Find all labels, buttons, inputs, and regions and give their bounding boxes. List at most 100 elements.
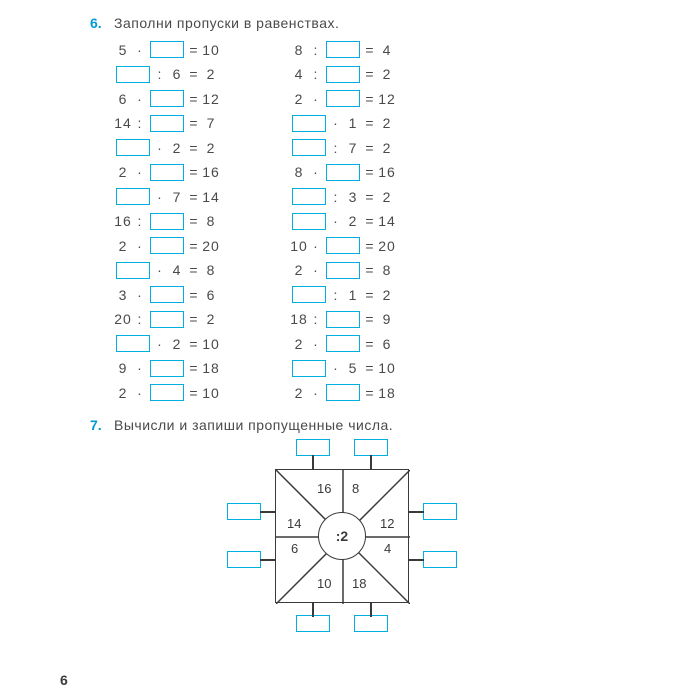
blank-box[interactable] <box>116 335 150 352</box>
blank-box[interactable] <box>326 41 360 58</box>
answer-box[interactable] <box>227 551 261 568</box>
equation-row: 6·=12 <box>114 88 220 109</box>
number: 10 <box>290 238 308 254</box>
operator: · <box>132 91 148 107</box>
number: 2 <box>290 336 308 352</box>
equals: = <box>362 385 378 401</box>
blank-box[interactable] <box>326 164 360 181</box>
blank-box[interactable] <box>292 360 326 377</box>
blank-box[interactable] <box>150 164 184 181</box>
equals: = <box>362 140 378 156</box>
number: 16 <box>114 213 132 229</box>
equals: = <box>362 164 378 180</box>
number: 12 <box>378 91 396 107</box>
operator: · <box>132 385 148 401</box>
blank-box[interactable] <box>150 360 184 377</box>
equation-row: 20:=2 <box>114 309 220 330</box>
seg-tr: 8 <box>352 481 359 496</box>
diagram-container: :2 16 8 14 12 6 4 10 18 <box>90 441 570 631</box>
answer-box[interactable] <box>296 615 330 632</box>
diagram: :2 16 8 14 12 6 4 10 18 <box>217 441 467 631</box>
connector <box>312 455 314 470</box>
number: 18 <box>290 311 308 327</box>
blank-box[interactable] <box>326 237 360 254</box>
equals: = <box>362 189 378 205</box>
operator: · <box>308 336 324 352</box>
blank-box[interactable] <box>326 262 360 279</box>
number: 8 <box>290 164 308 180</box>
number: 10 <box>202 336 220 352</box>
answer-box[interactable] <box>227 503 261 520</box>
seg-bl: 10 <box>317 576 331 591</box>
equation-row: 16:=8 <box>114 211 220 232</box>
blank-box[interactable] <box>326 311 360 328</box>
blank-box[interactable] <box>116 188 150 205</box>
equations-right: 8:=44:=22·=12·1=2:7=28·=16:3=2·2=1410·=2… <box>290 39 396 403</box>
blank-box[interactable] <box>326 384 360 401</box>
blank-box[interactable] <box>292 115 326 132</box>
connector <box>260 559 276 561</box>
number: 7 <box>168 189 186 205</box>
task7-number: 7. <box>90 417 114 433</box>
blank-box[interactable] <box>150 384 184 401</box>
equation-row: ·2=14 <box>290 211 396 232</box>
operator: : <box>328 140 344 156</box>
operator: · <box>308 385 324 401</box>
blank-box[interactable] <box>150 115 184 132</box>
number: 8 <box>378 262 396 278</box>
equation-row: ·5=10 <box>290 358 396 379</box>
equation-row: 2·=16 <box>114 162 220 183</box>
operator: · <box>308 164 324 180</box>
blank-box[interactable] <box>150 311 184 328</box>
task7-header: 7. Вычисли и запиши пропущенные числа. <box>90 417 700 433</box>
blank-box[interactable] <box>116 139 150 156</box>
equals: = <box>362 66 378 82</box>
blank-box[interactable] <box>150 286 184 303</box>
number: 1 <box>344 115 362 131</box>
blank-box[interactable] <box>326 335 360 352</box>
operator: : <box>132 115 148 131</box>
number: 8 <box>290 42 308 58</box>
equation-row: :7=2 <box>290 137 396 158</box>
blank-box[interactable] <box>116 66 150 83</box>
number: 2 <box>202 140 220 156</box>
operator: · <box>328 115 344 131</box>
answer-box[interactable] <box>354 439 388 456</box>
answer-box[interactable] <box>423 551 457 568</box>
equals: = <box>186 42 202 58</box>
number: 3 <box>344 189 362 205</box>
equals: = <box>362 336 378 352</box>
equals: = <box>362 360 378 376</box>
number: 8 <box>202 213 220 229</box>
number: 9 <box>378 311 396 327</box>
seg-ml: 14 <box>287 516 301 531</box>
number: 6 <box>168 66 186 82</box>
blank-box[interactable] <box>326 90 360 107</box>
blank-box[interactable] <box>116 262 150 279</box>
page: 6. Заполни пропуски в равенствах. 5·=10:… <box>0 0 700 631</box>
equals: = <box>362 213 378 229</box>
blank-box[interactable] <box>150 41 184 58</box>
operator: : <box>132 311 148 327</box>
blank-box[interactable] <box>292 188 326 205</box>
answer-box[interactable] <box>296 439 330 456</box>
equals: = <box>186 262 202 278</box>
blank-box[interactable] <box>292 139 326 156</box>
blank-box[interactable] <box>292 213 326 230</box>
equation-row: ·2=2 <box>114 137 220 158</box>
blank-box[interactable] <box>150 213 184 230</box>
blank-box[interactable] <box>326 66 360 83</box>
equals: = <box>186 115 202 131</box>
number: 10 <box>202 42 220 58</box>
blank-box[interactable] <box>150 237 184 254</box>
blank-box[interactable] <box>150 90 184 107</box>
blank-box[interactable] <box>292 286 326 303</box>
answer-box[interactable] <box>423 503 457 520</box>
equation-row: 2·=8 <box>290 260 396 281</box>
answer-box[interactable] <box>354 615 388 632</box>
equation-row: 2·=18 <box>290 382 396 403</box>
operator: · <box>132 164 148 180</box>
equals: = <box>186 164 202 180</box>
connector <box>370 455 372 470</box>
number: 2 <box>378 140 396 156</box>
